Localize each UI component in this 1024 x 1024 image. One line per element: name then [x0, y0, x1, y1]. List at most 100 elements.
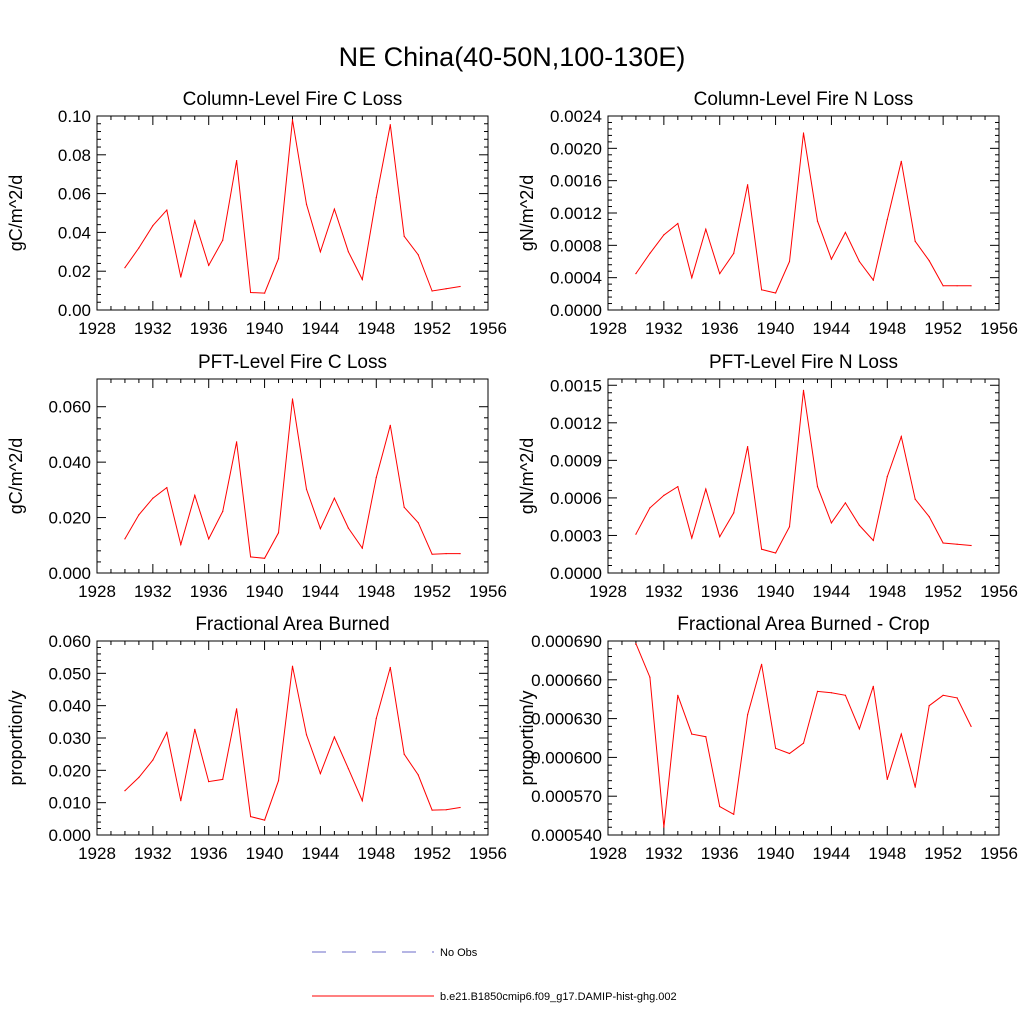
x-tick-label: 1928 — [589, 844, 627, 863]
legend-label: No Obs — [440, 947, 478, 959]
y-tick-label: 0.000660 — [531, 671, 602, 690]
data-point — [761, 289, 763, 291]
data-point — [445, 809, 447, 811]
plot-frame — [607, 640, 1000, 836]
data-point — [222, 510, 224, 513]
data-point — [649, 507, 651, 509]
y-tick-label: 0.000570 — [531, 787, 602, 806]
x-tick-label: 1956 — [980, 582, 1018, 601]
y-axis-label: gN/m^2/d — [517, 175, 537, 251]
x-tick-label: 1952 — [413, 582, 451, 601]
data-point — [691, 277, 693, 279]
data-point — [124, 267, 126, 269]
data-point — [389, 424, 391, 426]
x-tick-label: 1932 — [645, 582, 683, 601]
data-point — [459, 553, 461, 555]
x-tick-label: 1928 — [78, 319, 116, 338]
y-tick-label: 0.0012 — [550, 204, 602, 223]
x-tick-label: 1932 — [645, 319, 683, 338]
data-point — [250, 291, 252, 294]
data-point — [649, 252, 651, 254]
data-point — [222, 778, 224, 781]
data-point — [389, 666, 391, 669]
data-point — [138, 514, 140, 516]
data-point — [417, 254, 419, 256]
data-point — [872, 539, 874, 542]
data-point — [208, 264, 210, 266]
x-tick-label: 1932 — [134, 582, 172, 601]
x-tick-label: 1940 — [246, 844, 284, 863]
data-point — [844, 231, 847, 233]
data-point — [719, 536, 721, 538]
data-point — [459, 285, 461, 288]
data-point — [124, 538, 126, 540]
panel-pft-n: PFT-Level Fire N Loss gN/m^2/d 1928 1932 193… — [517, 352, 1018, 601]
data-point — [886, 476, 888, 478]
y-tick-label: 0.0000 — [550, 564, 602, 583]
data-point — [816, 690, 819, 693]
data-point — [802, 132, 805, 134]
data-point — [844, 694, 847, 696]
x-tick-label: 1936 — [701, 844, 739, 863]
data-point — [802, 389, 805, 391]
x-tick-label: 1944 — [302, 582, 340, 601]
data-point — [264, 819, 266, 821]
x-tick-label: 1944 — [813, 844, 851, 863]
data-point — [194, 728, 196, 730]
data-point — [124, 790, 126, 792]
data-point — [775, 747, 777, 749]
data-point — [277, 532, 280, 534]
x-tick-label: 1932 — [134, 844, 172, 863]
panel-title: PFT-Level Fire N Loss — [709, 352, 898, 373]
y-tick-label: 0.0006 — [550, 489, 602, 508]
y-tick-label: 0.000 — [48, 564, 91, 583]
y-axis-label: proportion/y — [517, 690, 537, 785]
x-tick-label: 1948 — [357, 844, 395, 863]
data-point — [761, 663, 763, 665]
x-tick-label: 1940 — [757, 844, 795, 863]
y-axis-label: gN/m^2/d — [517, 438, 537, 514]
data-point — [663, 826, 665, 828]
series-line — [635, 643, 972, 828]
data-point — [347, 251, 349, 253]
data-point — [691, 537, 693, 539]
data-point — [291, 398, 294, 400]
x-tick-label: 1948 — [868, 319, 906, 338]
x-tick-label: 1944 — [302, 844, 340, 863]
data-point — [914, 786, 916, 788]
data-point — [236, 160, 238, 162]
data-point — [361, 800, 363, 802]
panel-fab: Fractional Area Burned proportion/y 1928 19… — [6, 614, 507, 863]
series-line — [124, 119, 461, 294]
data-point — [236, 441, 238, 443]
x-tick-label: 1952 — [924, 319, 962, 338]
y-axis-label: gC/m^2/d — [6, 175, 26, 251]
data-point — [291, 665, 294, 667]
x-tick-label: 1952 — [413, 844, 451, 863]
x-tick-label: 1944 — [302, 319, 340, 338]
data-point — [138, 247, 140, 249]
data-point — [956, 285, 958, 287]
data-point — [431, 809, 433, 811]
data-point — [375, 717, 377, 719]
data-point — [152, 759, 154, 761]
data-point — [900, 160, 902, 162]
data-point — [361, 547, 363, 549]
data-point — [166, 731, 168, 734]
legend-label: b.e21.B1850cmip6.f09_g17.DAMIP-hist-ghg.… — [440, 991, 677, 1003]
data-point — [830, 522, 833, 524]
data-point — [305, 203, 308, 205]
data-point — [333, 497, 335, 499]
y-tick-label: 0.000600 — [531, 748, 602, 767]
data-point — [788, 260, 791, 263]
data-point — [403, 506, 405, 508]
x-tick-label: 1936 — [190, 319, 228, 338]
data-point — [208, 781, 210, 783]
data-point — [277, 780, 280, 782]
x-tick-label: 1956 — [469, 582, 507, 601]
legend: No Obs b.e21.B1850cmip6.f09_g17.DAMIP-his… — [312, 947, 677, 1003]
data-point — [830, 692, 833, 694]
y-tick-label: 0.0008 — [550, 236, 602, 255]
data-point — [375, 196, 377, 199]
data-point — [705, 228, 707, 230]
